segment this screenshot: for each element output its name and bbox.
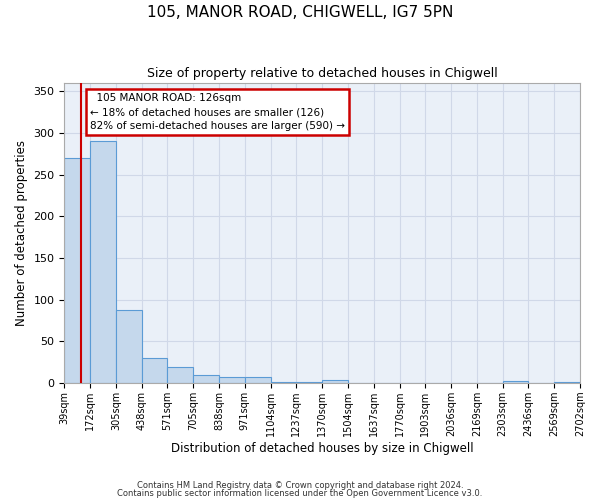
Bar xyxy=(554,382,580,383)
Bar xyxy=(219,378,245,383)
Bar xyxy=(271,382,296,383)
Bar xyxy=(193,375,219,383)
Title: Size of property relative to detached houses in Chigwell: Size of property relative to detached ho… xyxy=(147,68,497,80)
Text: 105 MANOR ROAD: 126sqm
← 18% of detached houses are smaller (126)
82% of semi-de: 105 MANOR ROAD: 126sqm ← 18% of detached… xyxy=(90,93,345,131)
Text: Contains public sector information licensed under the Open Government Licence v3: Contains public sector information licen… xyxy=(118,489,482,498)
Bar xyxy=(167,368,193,383)
Bar xyxy=(503,380,529,383)
X-axis label: Distribution of detached houses by size in Chigwell: Distribution of detached houses by size … xyxy=(171,442,473,455)
Bar xyxy=(64,158,90,383)
Bar xyxy=(142,358,167,383)
Bar xyxy=(116,310,142,383)
Bar xyxy=(322,380,348,383)
Text: Contains HM Land Registry data © Crown copyright and database right 2024.: Contains HM Land Registry data © Crown c… xyxy=(137,480,463,490)
Bar xyxy=(245,378,271,383)
Y-axis label: Number of detached properties: Number of detached properties xyxy=(15,140,28,326)
Text: 105, MANOR ROAD, CHIGWELL, IG7 5PN: 105, MANOR ROAD, CHIGWELL, IG7 5PN xyxy=(147,5,453,20)
Bar xyxy=(90,142,116,383)
Bar xyxy=(296,382,322,383)
